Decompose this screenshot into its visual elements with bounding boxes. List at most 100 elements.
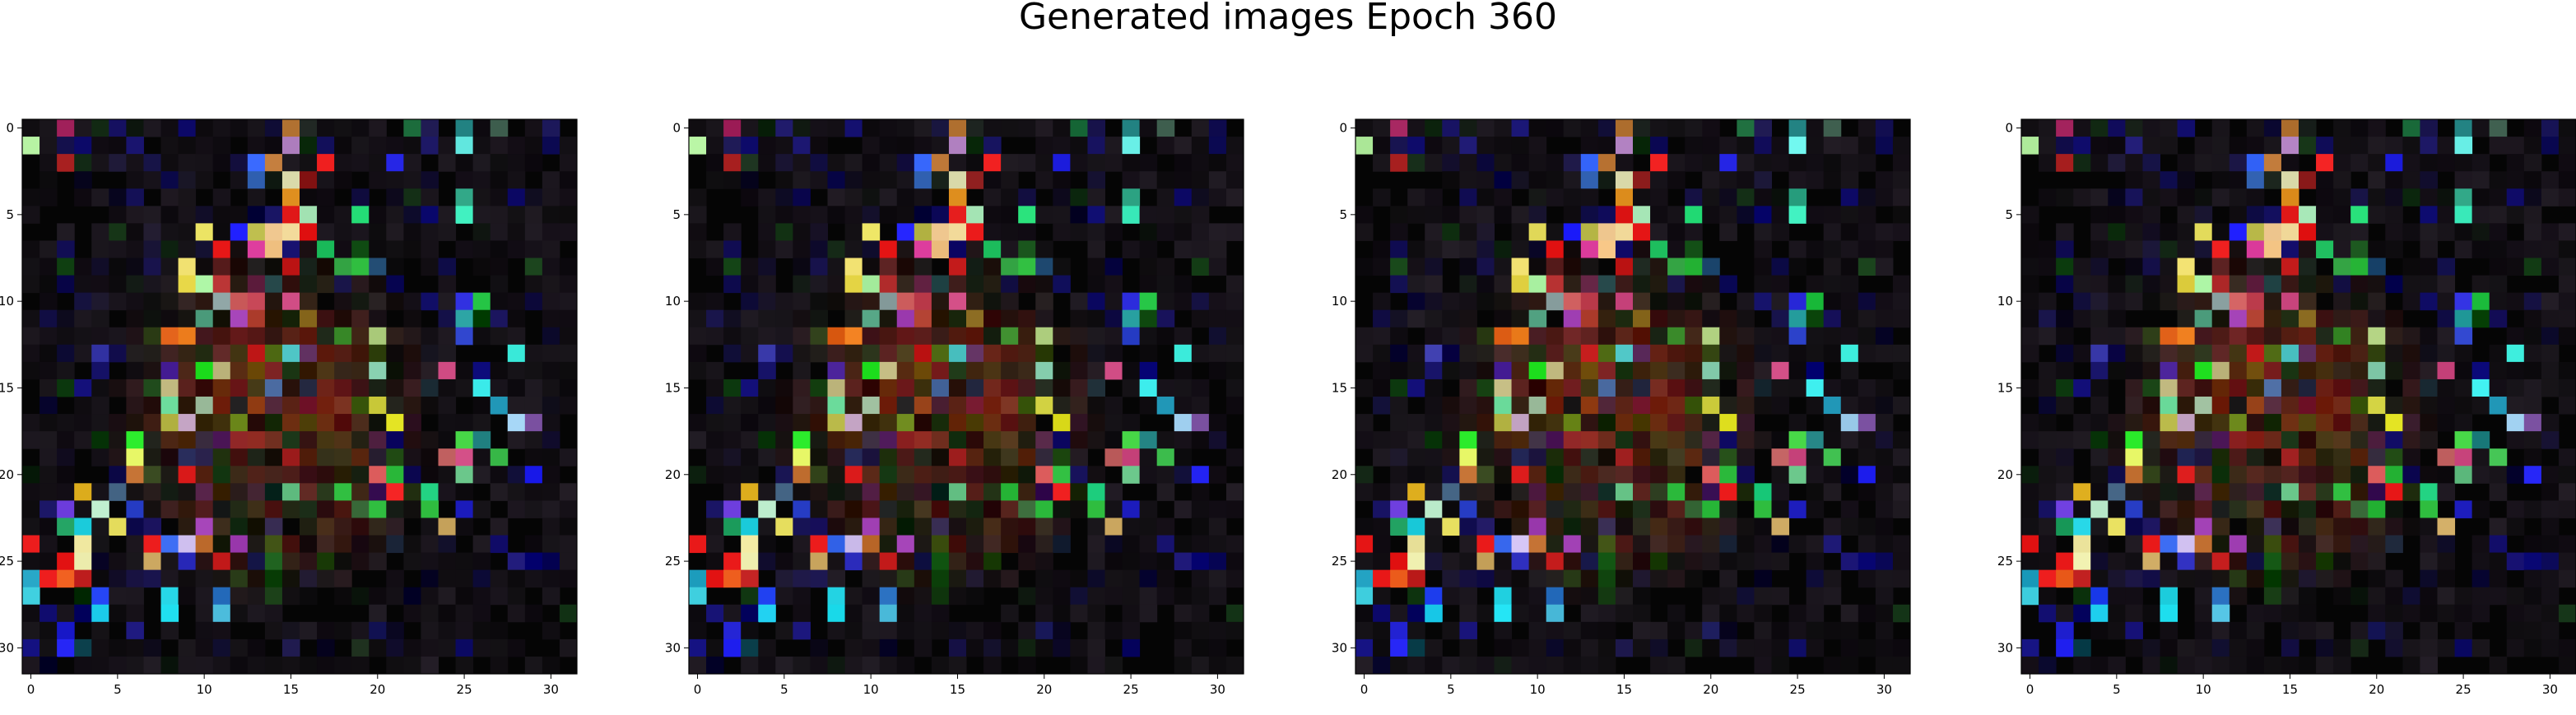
x-tick-label: 0: [1360, 682, 1369, 697]
image-pixel: [2281, 378, 2299, 397]
image-pixel: [490, 188, 509, 207]
image-pixel: [230, 483, 249, 501]
image-pixel: [281, 137, 300, 155]
image-pixel: [1087, 604, 1105, 623]
image-pixel: [793, 448, 811, 467]
image-pixel: [1511, 119, 1530, 137]
image-pixel: [793, 518, 811, 536]
image-pixel: [1001, 397, 1019, 415]
image-pixel: [524, 361, 543, 380]
image-pixel: [2454, 240, 2473, 258]
image-pixel: [2021, 569, 2039, 588]
image-pixel: [793, 171, 811, 189]
image-pixel: [2368, 309, 2386, 328]
image-pixel: [369, 397, 387, 415]
image-pixel: [2299, 309, 2317, 328]
image-pixel: [2263, 483, 2282, 501]
image-pixel: [1823, 587, 1842, 606]
image-pixel: [2437, 361, 2456, 380]
image-pixel: [160, 361, 179, 380]
y-tick-label: 30: [1332, 640, 1347, 655]
image-pixel: [91, 604, 109, 623]
image-pixel: [1355, 621, 1374, 640]
image-pixel: [1018, 638, 1036, 657]
image-pixel: [862, 656, 881, 675]
image-pixel: [2471, 552, 2490, 571]
image-pixel: [1719, 223, 1737, 241]
image-pixel: [844, 500, 863, 518]
image-pixel: [2073, 518, 2091, 536]
image-pixel: [1546, 361, 1565, 380]
image-pixel: [775, 621, 793, 640]
image-pixel: [2420, 656, 2438, 675]
image-pixel: [1476, 327, 1495, 346]
image-pixel: [40, 535, 58, 554]
image-pixel: [2333, 378, 2351, 397]
image-pixel: [2263, 414, 2282, 432]
image-pixel: [317, 414, 335, 432]
image-pixel: [2056, 344, 2074, 363]
image-pixel: [91, 397, 109, 415]
image-pixel: [775, 154, 793, 172]
image-pixel: [931, 378, 950, 397]
image-pixel: [741, 466, 759, 484]
image-pixel: [438, 431, 457, 449]
image-pixel: [983, 638, 1002, 657]
image-pixel: [160, 656, 179, 675]
image-pixel: [1390, 327, 1408, 346]
image-pixel: [1087, 569, 1105, 588]
image-pixel: [1070, 587, 1088, 606]
x-tick-label: 15: [950, 682, 965, 697]
image-pixel: [160, 171, 179, 189]
image-pixel: [827, 327, 846, 346]
image-pixel: [2021, 240, 2039, 258]
image-pixel: [264, 309, 283, 328]
image-pixel: [2211, 431, 2230, 449]
image-pixel: [2263, 206, 2282, 224]
image-pixel: [317, 552, 335, 571]
image-pixel: [1823, 569, 1842, 588]
image-pixel: [74, 344, 92, 363]
image-pixel: [143, 327, 161, 346]
image-pixel: [1191, 656, 1210, 675]
image-pixel: [264, 483, 283, 501]
image-pixel: [1511, 518, 1530, 536]
image-pixel: [1667, 656, 1686, 675]
image-pixel: [2489, 275, 2508, 294]
image-pixel: [524, 258, 543, 276]
image-pixel: [1208, 587, 1227, 606]
image-pixel: [1070, 327, 1088, 346]
image-pixel: [1139, 292, 1158, 311]
image-pixel: [1442, 361, 1460, 380]
image-pixel: [1597, 604, 1616, 623]
image-pixel: [230, 535, 249, 554]
image-pixel: [542, 344, 560, 363]
image-pixel: [1087, 466, 1105, 484]
image-pixel: [2506, 327, 2525, 346]
image-pixel: [1174, 240, 1193, 258]
image-pixel: [723, 275, 742, 294]
image-pixel: [369, 500, 387, 518]
image-pixel: [109, 223, 127, 241]
image-pixel: [1546, 275, 1565, 294]
image-pixel: [57, 137, 75, 155]
image-pixel: [2523, 414, 2542, 432]
image-pixel: [490, 361, 509, 380]
image-pixel: [1053, 518, 1071, 536]
image-pixel: [559, 535, 578, 554]
image-pixel: [1373, 448, 1391, 467]
image-pixel: [1070, 466, 1088, 484]
image-pixel: [2090, 431, 2109, 449]
image-pixel: [1390, 466, 1408, 484]
image-pixel: [2299, 431, 2317, 449]
image-pixel: [2333, 361, 2351, 380]
image-pixel: [160, 466, 179, 484]
image-pixel: [212, 275, 231, 294]
image-pixel: [1685, 535, 1703, 554]
image-pixel: [2506, 621, 2525, 640]
image-pixel: [775, 223, 793, 241]
image-pixel: [2177, 414, 2196, 432]
image-pixel: [2437, 638, 2456, 657]
image-pixel: [1771, 483, 1790, 501]
image-pixel: [334, 240, 352, 258]
